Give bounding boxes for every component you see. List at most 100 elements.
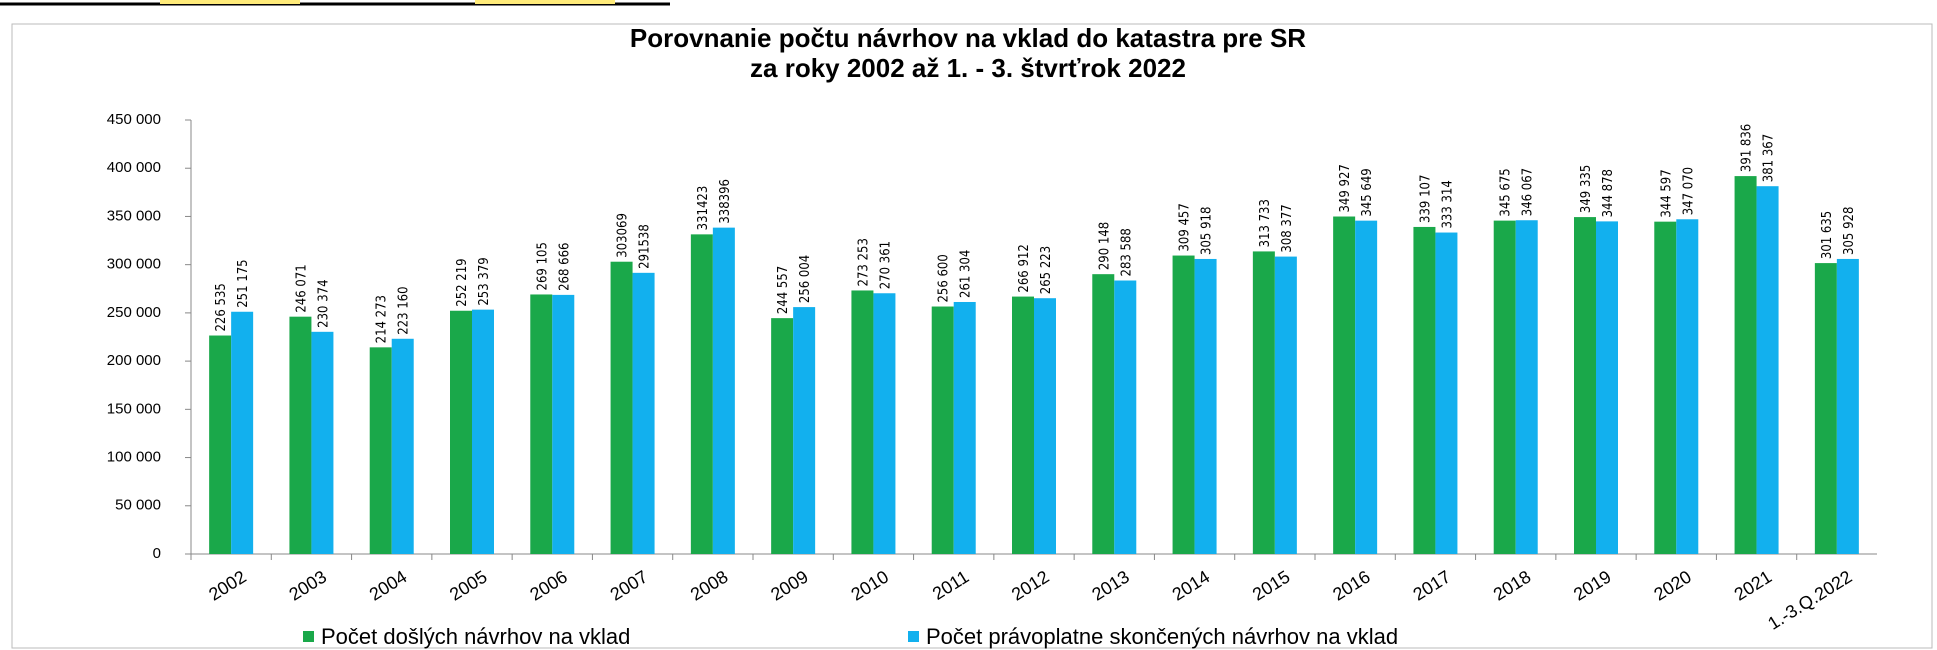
bar <box>1274 256 1297 554</box>
bar <box>1814 263 1837 554</box>
value-label: 246 071 <box>294 264 309 312</box>
bar <box>771 318 794 554</box>
value-label: 253 379 <box>477 257 492 305</box>
bar <box>610 261 633 554</box>
value-label: 344 597 <box>1659 169 1674 217</box>
chart-title: Porovnanie počtu návrhov na vklad do kat… <box>630 23 1306 53</box>
bar <box>1092 274 1115 554</box>
bar <box>231 311 254 554</box>
bar <box>632 272 655 554</box>
y-tick-label: 0 <box>153 545 161 562</box>
bar <box>1574 217 1596 554</box>
value-label: 303069 <box>616 213 631 258</box>
bar <box>1355 220 1378 554</box>
value-label: 381 367 <box>1762 134 1777 182</box>
x-tick-label: 2004 <box>366 566 411 604</box>
x-tick-label: 2013 <box>1088 566 1133 604</box>
legend-label: Počet došlých návrhov na vklad <box>321 624 630 649</box>
x-tick-label: 2007 <box>607 566 652 604</box>
value-label: 305 918 <box>1200 207 1215 255</box>
bar <box>1435 232 1458 554</box>
bar <box>1756 186 1779 554</box>
value-label: 270 361 <box>878 241 893 289</box>
bar <box>1333 216 1356 555</box>
value-label: 273 253 <box>856 238 871 286</box>
value-label: 291538 <box>638 224 653 269</box>
bar <box>552 294 575 554</box>
x-tick-label: 2021 <box>1731 566 1776 604</box>
bar <box>209 335 232 554</box>
y-tick-label: 450 000 <box>107 111 161 128</box>
value-label: 301 635 <box>1820 211 1835 259</box>
value-label: 226 535 <box>214 283 229 331</box>
bar <box>851 290 874 554</box>
bar <box>931 306 954 554</box>
value-label: 305 928 <box>1842 207 1857 255</box>
y-tick-label: 250 000 <box>107 304 161 321</box>
bar <box>1515 220 1538 554</box>
value-label: 391 836 <box>1740 124 1755 172</box>
bar <box>1596 221 1618 554</box>
value-label: 252 219 <box>455 258 470 306</box>
y-tick-label: 200 000 <box>107 352 161 369</box>
bar <box>1012 296 1034 554</box>
value-label: 345 675 <box>1499 168 1514 216</box>
value-label: 331423 <box>696 186 711 231</box>
value-label: 223 160 <box>397 286 412 334</box>
value-label: 313 733 <box>1258 199 1273 247</box>
y-tick-label: 50 000 <box>115 497 161 514</box>
bar <box>311 331 334 554</box>
x-tick-label: 2014 <box>1169 566 1214 604</box>
value-label: 290 148 <box>1097 222 1112 270</box>
bar <box>690 234 713 554</box>
bar <box>530 294 553 554</box>
x-tick-label: 2005 <box>446 566 491 604</box>
bar <box>472 309 494 554</box>
x-tick-label: 2020 <box>1650 566 1695 604</box>
value-label: 347 070 <box>1681 167 1696 215</box>
bar <box>1034 298 1056 554</box>
value-label: 244 557 <box>776 266 791 314</box>
value-label: 349 335 <box>1579 165 1594 213</box>
value-label: 345 649 <box>1360 168 1375 216</box>
highlight <box>160 0 300 4</box>
y-tick-label: 300 000 <box>107 256 161 273</box>
value-label: 214 273 <box>375 295 390 343</box>
x-tick-label: 2012 <box>1008 566 1053 604</box>
value-label: 338396 <box>718 179 733 224</box>
x-tick-label: 2015 <box>1249 566 1294 604</box>
legend-label: Počet právoplatne skončených návrhov na … <box>926 624 1398 649</box>
bar <box>712 227 735 554</box>
x-tick-label: 2006 <box>526 566 571 604</box>
bar <box>1836 258 1859 554</box>
y-tick-label: 400 000 <box>107 159 161 176</box>
x-tick-label: 2017 <box>1410 566 1455 604</box>
x-tick-label: 2018 <box>1490 566 1535 604</box>
x-tick-label: 2009 <box>767 566 812 604</box>
value-label: 349 927 <box>1338 164 1353 212</box>
value-label: 333 314 <box>1440 180 1455 228</box>
value-label: 344 878 <box>1601 169 1616 217</box>
x-tick-label: 2011 <box>929 566 972 603</box>
bar <box>1114 280 1137 554</box>
x-tick-label: 2002 <box>205 566 250 604</box>
y-tick-label: 100 000 <box>107 449 161 466</box>
bar <box>1252 251 1275 555</box>
value-label: 268 666 <box>557 243 572 291</box>
value-label: 283 588 <box>1119 228 1134 276</box>
x-tick-label: 2016 <box>1329 566 1374 604</box>
legend-swatch <box>303 631 314 642</box>
value-label: 266 912 <box>1017 244 1032 292</box>
bar <box>1734 176 1757 554</box>
bar <box>1676 219 1699 554</box>
x-tick-label: 2008 <box>687 566 732 604</box>
value-label: 256 004 <box>798 255 813 303</box>
bar <box>450 310 472 554</box>
bar <box>289 316 312 554</box>
bar <box>391 338 414 554</box>
legend-swatch <box>908 631 919 642</box>
bar <box>1194 258 1217 554</box>
value-label: 346 067 <box>1521 168 1536 216</box>
value-label: 261 304 <box>959 250 974 298</box>
